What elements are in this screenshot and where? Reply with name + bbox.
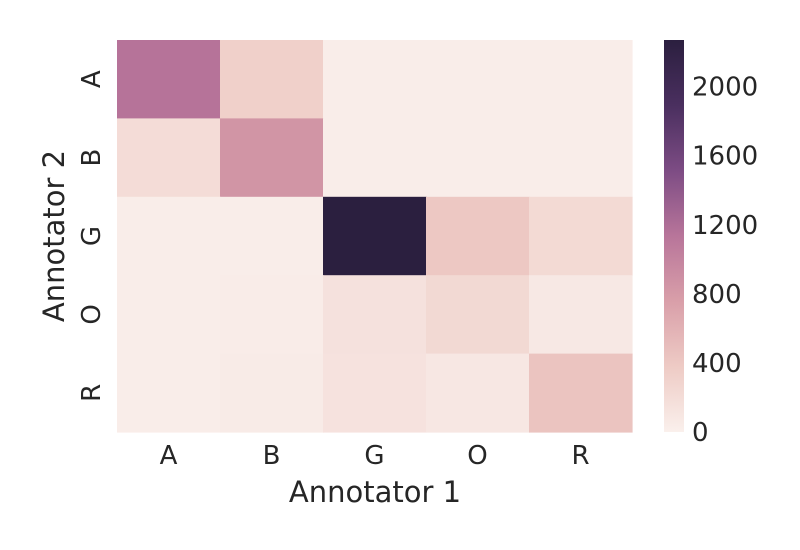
colorbar-tick-label: 1600 — [692, 142, 758, 172]
heatmap-cell-O-B — [220, 275, 324, 355]
heatmap-cell-B-B — [220, 118, 324, 198]
colorbar-tick-label: 2000 — [692, 73, 758, 103]
colorbar-tick-labels: 0 400 800 1200 1600 2000 — [692, 73, 758, 448]
heatmap-cell-R-B — [220, 353, 324, 433]
heatmap-cell-A-A — [117, 40, 221, 119]
x-tick-label: B — [263, 441, 281, 471]
colorbar-tick-label: 1200 — [692, 211, 758, 241]
heatmap-cell-A-G — [323, 40, 427, 119]
x-tick-label: R — [571, 441, 589, 471]
heatmap-cell-R-O — [426, 353, 530, 433]
heatmap-cell-B-R — [529, 118, 633, 198]
heatmap-cell-B-O — [426, 118, 530, 198]
heatmap-cell-A-O — [426, 40, 530, 119]
heatmap-cell-R-A — [117, 353, 221, 433]
y-tick-label: G — [77, 226, 107, 246]
heatmap-cell-O-A — [117, 275, 221, 355]
heatmap-cell-O-R — [529, 275, 633, 355]
y-axis-label: Annotator 2 — [37, 150, 71, 322]
y-tick-labels: A B G O R — [77, 70, 107, 402]
colorbar-tick-label: 0 — [692, 418, 709, 448]
heatmap-cell-O-O — [426, 275, 530, 355]
heatmap-cell-G-A — [117, 196, 221, 276]
heatmap-cell-G-R — [529, 196, 633, 276]
heatmap-cell-A-B — [220, 40, 324, 119]
heatmap-cell-R-G — [323, 353, 427, 433]
heatmap-cells — [117, 40, 633, 433]
heatmap-cell-B-A — [117, 118, 221, 198]
heatmap-cell-G-B — [220, 196, 324, 276]
colorbar — [664, 40, 684, 432]
x-tick-label: O — [467, 441, 487, 471]
heatmap-cell-R-R — [529, 353, 633, 433]
heatmap-cell-A-R — [529, 40, 633, 119]
heatmap-cell-G-G — [323, 196, 427, 276]
heatmap-cell-O-G — [323, 275, 427, 355]
x-tick-label: G — [364, 441, 384, 471]
x-tick-label: A — [160, 441, 178, 471]
colorbar-tick-label: 400 — [692, 349, 742, 379]
x-axis-label: Annotator 1 — [289, 475, 461, 509]
y-tick-label: O — [77, 304, 107, 324]
colorbar-tick-label: 800 — [692, 280, 742, 310]
heatmap-cell-G-O — [426, 196, 530, 276]
heatmap-cell-B-G — [323, 118, 427, 198]
y-tick-label: R — [77, 384, 107, 402]
y-tick-label: A — [77, 70, 107, 88]
y-tick-label: B — [77, 149, 107, 167]
